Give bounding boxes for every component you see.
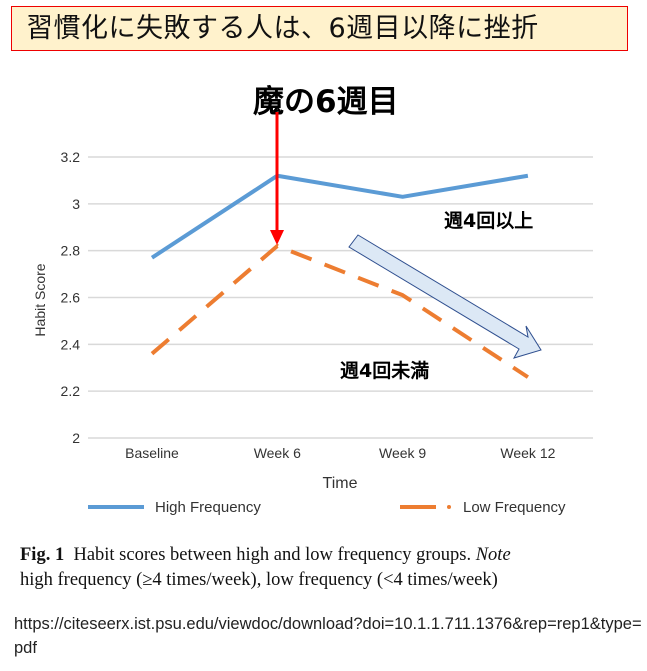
- caption-label: Fig. 1: [20, 545, 65, 565]
- figure-caption: Fig. 1 Habit scores between high and low…: [20, 543, 511, 593]
- x-tick-label: Week 9: [379, 445, 426, 461]
- source-url[interactable]: https://citeseerx.ist.psu.edu/viewdoc/do…: [14, 615, 642, 657]
- x-axis-label: Time: [323, 475, 358, 492]
- x-tick-label: Baseline: [125, 445, 179, 461]
- legend-high-label: High Frequency: [155, 499, 261, 516]
- y-tick-label: 2.2: [61, 383, 81, 399]
- y-tick-label: 3.2: [61, 149, 81, 165]
- y-tick-label: 2: [72, 430, 80, 446]
- annotation-high: 週4回以上: [444, 210, 533, 232]
- caption-note: Note: [475, 545, 511, 565]
- title-banner: 習慣化に失敗する人は、6週目以降に挫折: [11, 6, 628, 51]
- y-tick-label: 2.8: [61, 243, 81, 259]
- legend-low-dot: [447, 505, 451, 509]
- caption-text-1: Habit scores between high and low freque…: [73, 545, 476, 565]
- legend-low-label: Low Frequency: [463, 499, 566, 516]
- series-line-high: [150, 173, 529, 260]
- y-tick-label: 2.6: [61, 290, 81, 306]
- series-line-low: [150, 243, 529, 379]
- annotation-low: 週4回未満: [340, 359, 429, 382]
- x-tick-label: Week 6: [254, 445, 301, 461]
- x-tick-label: Week 12: [500, 445, 555, 461]
- y-tick-label: 3: [72, 196, 80, 212]
- red-arrow-head-icon: [270, 230, 284, 245]
- y-tick-label: 2.4: [61, 336, 81, 352]
- caption-text-2: high frequency (≥4 times/week), low freq…: [20, 570, 498, 590]
- downward-trend-arrow-icon: [348, 234, 542, 359]
- y-axis-label: Habit Score: [32, 263, 48, 336]
